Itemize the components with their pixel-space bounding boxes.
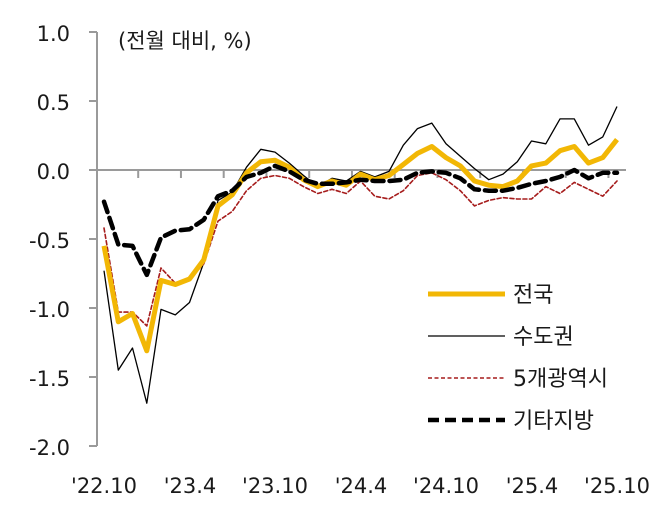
x-tick-label: '23.10 bbox=[242, 474, 308, 498]
x-tick-label: '23.4 bbox=[164, 474, 217, 498]
legend-label: 수도권 bbox=[513, 325, 574, 350]
y-tick-label: -1.0 bbox=[29, 298, 70, 322]
x-axis-labels: '22.10 '23.4 '23.10 '24.4 '24.10 '25.4 '… bbox=[71, 474, 650, 498]
y-tick-label: 0.5 bbox=[37, 91, 70, 115]
y-axis-labels: 1.0 0.5 0.0 -0.5 -1.0 -1.5 -2.0 bbox=[29, 22, 70, 460]
x-tick-label: '24.4 bbox=[335, 474, 388, 498]
legend-item-capital-area: 수도권 bbox=[428, 325, 574, 350]
legend-item-national: 전국 bbox=[428, 283, 553, 308]
y-tick-label: 1.0 bbox=[37, 22, 70, 46]
legend-label: 기타지방 bbox=[513, 409, 594, 434]
x-tick-label: '25.10 bbox=[584, 474, 650, 498]
unit-note: (전월 대비, %) bbox=[118, 29, 252, 53]
series-line bbox=[101, 138, 619, 354]
series-line bbox=[103, 106, 618, 404]
x-tick-label: '22.10 bbox=[71, 474, 137, 498]
y-tick-label: -0.5 bbox=[29, 229, 70, 253]
x-tick-label: '25.4 bbox=[506, 474, 559, 498]
legend-label: 5개광역시 bbox=[513, 367, 608, 392]
legend: 전국 수도권 5개광역시 기타지방 bbox=[428, 283, 608, 434]
legend-label: 전국 bbox=[513, 283, 553, 308]
legend-item-metro-cities: 5개광역시 bbox=[428, 367, 608, 392]
axes bbox=[89, 31, 626, 447]
series-layer bbox=[101, 106, 620, 404]
y-tick-label: 0.0 bbox=[37, 160, 70, 184]
y-tick-label: -1.5 bbox=[29, 367, 70, 391]
legend-item-other-regions: 기타지방 bbox=[428, 409, 594, 434]
series-line bbox=[101, 163, 620, 278]
y-tick-label: -2.0 bbox=[29, 436, 70, 460]
x-tick-label: '24.10 bbox=[413, 474, 479, 498]
